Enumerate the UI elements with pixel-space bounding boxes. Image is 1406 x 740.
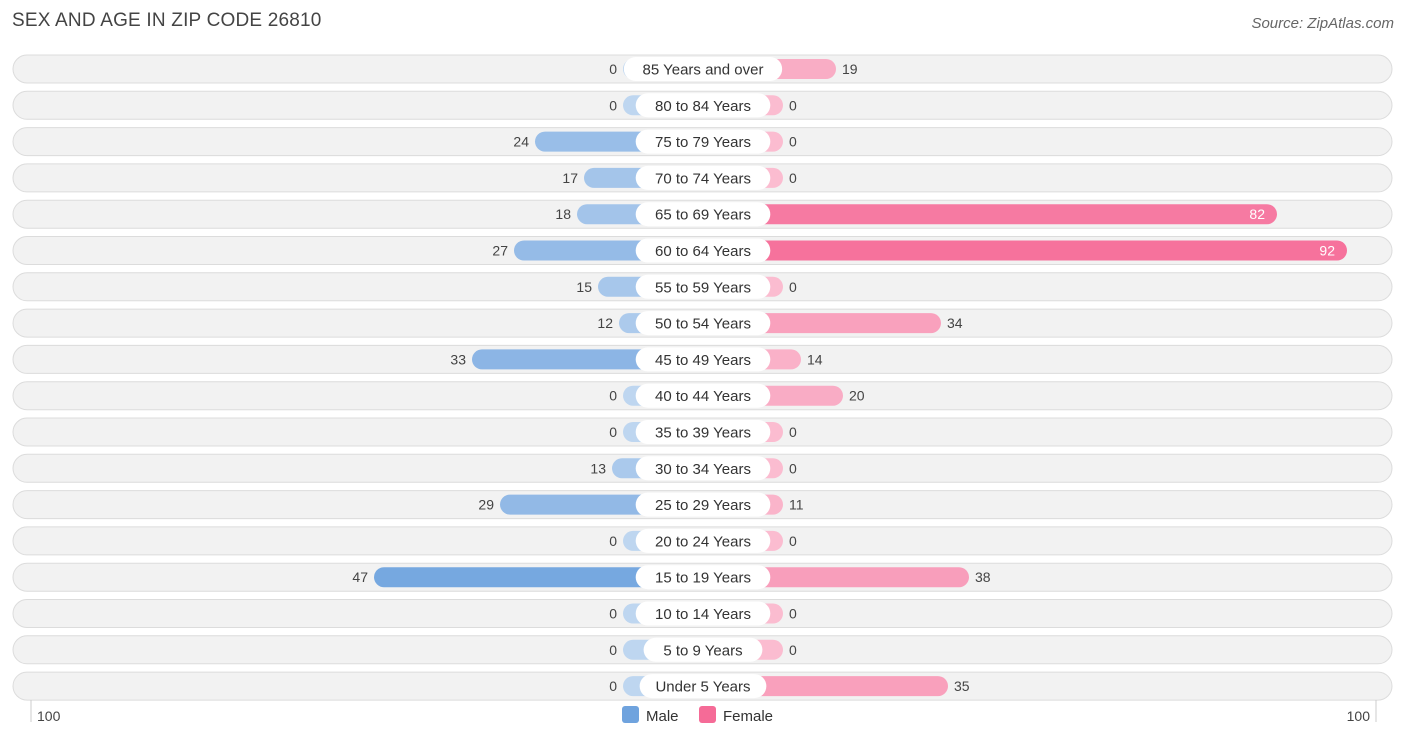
category-label: Under 5 Years [655,679,750,696]
category-label: 55 to 59 Years [655,279,751,296]
male-value-label: 0 [609,61,617,77]
category-label: 65 to 69 Years [655,207,751,224]
category-label-background [639,674,767,699]
category-label: 80 to 84 Years [655,98,751,115]
category-label: 70 to 74 Years [655,170,751,187]
category-label-background [635,565,771,590]
category-label: 10 to 14 Years [655,606,751,623]
category-label: 40 to 44 Years [655,388,751,405]
category-label-background [635,383,771,408]
category-label: 75 to 79 Years [655,134,751,151]
female-value-label: 14 [807,351,823,367]
category-label-background [635,347,771,372]
male-value-label: 18 [555,206,571,222]
male-value-label: 0 [609,606,617,622]
female-value-label: 0 [789,97,797,113]
category-label-background [635,528,771,553]
category-label-background [635,420,771,444]
female-value-label: 34 [947,315,963,331]
category-label: 50 to 54 Years [655,316,751,333]
male-value-label: 29 [478,497,494,513]
category-label-background [635,165,771,190]
female-value-label: 38 [975,569,991,585]
female-value-label: 20 [849,388,865,404]
male-value-label: 0 [609,678,617,694]
category-label-background [643,637,763,662]
category-label: 25 to 29 Years [655,497,751,514]
category-label: 15 to 19 Years [655,570,751,587]
male-value-label: 15 [576,279,592,295]
category-label: 45 to 49 Years [655,352,751,369]
male-value-label: 27 [492,243,508,259]
male-value-label: 17 [562,170,578,186]
category-label-background [635,238,771,263]
chart-source: Source: ZipAtlas.com [1251,15,1394,32]
category-label: 5 to 9 Years [663,642,742,659]
female-value-label: 92 [1319,243,1335,259]
category-label: 60 to 64 Years [655,243,751,260]
male-value-label: 47 [352,569,368,585]
male-value-label: 24 [513,134,529,150]
female-bar [703,567,969,588]
female-value-label: 0 [789,642,797,658]
male-value-label: 0 [609,533,617,549]
female-value-label: 0 [789,134,797,150]
female-value-label: 35 [954,678,970,694]
male-value-label: 33 [450,351,466,367]
female-value-label: 19 [842,61,858,77]
legend-male-label: Male [646,708,679,725]
category-label-background [635,311,771,336]
male-value-label: 12 [597,315,613,331]
axis-left-tick-label: 100 [37,708,61,724]
legend-female-label: Female [723,708,773,725]
legend-female-swatch [699,706,716,723]
female-bar [703,240,1347,261]
female-value-label: 0 [789,533,797,549]
female-value-label: 0 [789,606,797,622]
male-bar [374,567,703,588]
female-value-label: 0 [789,460,797,476]
axis-right-tick-label: 100 [1347,708,1371,724]
female-bar [703,204,1277,225]
male-value-label: 0 [609,97,617,113]
category-label-background [635,601,771,626]
female-value-label: 0 [789,170,797,186]
female-value-label: 82 [1249,206,1265,222]
chart-title: SEX AND AGE IN ZIP CODE 26810 [12,10,322,31]
category-label: 20 to 24 Years [655,533,751,550]
category-label-background [635,274,771,299]
category-label-background [635,456,771,481]
female-value-label: 11 [789,497,804,513]
category-label-background [635,202,771,227]
male-value-label: 0 [609,424,617,440]
female-value-label: 0 [789,279,797,295]
category-label-background [635,492,771,517]
category-label-background [635,129,771,154]
male-value-label: 13 [590,460,606,476]
category-label-background [635,93,771,118]
female-value-label: 0 [789,424,797,440]
category-label: 30 to 34 Years [655,461,751,478]
male-value-label: 0 [609,642,617,658]
category-label-background [623,57,783,81]
category-label: 35 to 39 Years [655,425,751,442]
male-value-label: 0 [609,388,617,404]
category-label: 85 Years and over [643,62,764,79]
legend-male-swatch [622,706,639,723]
